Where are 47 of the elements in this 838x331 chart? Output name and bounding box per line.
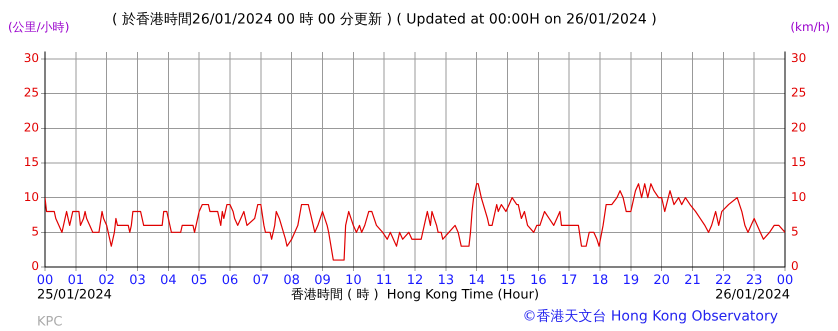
text: 26/01/2024 [715,287,790,302]
x-tick-label: 00 [36,273,54,288]
x-tick-label: 10 [345,273,362,288]
x-tick-label: 02 [98,273,115,288]
x-tick-label: 04 [160,273,177,288]
x-tick-label: 20 [653,273,670,288]
y2-tick-label: 0 [791,259,799,274]
text: KPC [37,314,62,330]
y-tick-label: 20 [24,120,39,134]
x-tick-label: 19 [622,273,640,288]
y-tick-label: 25 [24,86,39,100]
x-tick-label: 17 [560,273,578,288]
y2-tick-label: 15 [791,155,806,170]
text: ©香港天文台 Hong Kong Observatory [522,308,778,325]
x-tick-label: 06 [222,273,238,288]
x-tick-label: 22 [715,273,732,288]
x-tick-label: 23 [746,273,762,288]
x-tick-label: 14 [468,273,485,288]
y2-tick-label: 5 [791,224,799,238]
x-tick-label: 13 [438,273,454,288]
x-tick-label: 15 [499,273,516,288]
x-tick-label: 18 [592,273,608,288]
x-tick-label: 09 [314,273,331,288]
x-tick-label: 08 [283,273,300,288]
x-tick-label: 07 [252,273,270,288]
y2-tick-label: 20 [791,120,806,134]
y2-axis-title: (km/h) [790,20,830,34]
y-tick-label: 0 [31,259,39,274]
y-tick-label: 30 [24,51,39,66]
chart-title: ( 於香港時間26/01/2024 00 時 00 分更新 ) ( Updated at 00:00H on 26/01/2024 ) [112,12,657,28]
y2-tick-label: 25 [791,86,806,100]
y2-tick-label: 30 [791,51,806,66]
text: 25/01/2024 [37,287,112,302]
x-tick-label: 16 [530,273,547,288]
y-tick-label: 5 [31,224,39,238]
x-tick-label: 05 [190,273,208,288]
x-tick-label: 11 [376,273,392,288]
x-axis-title: 香港時間 ( 時 ) Hong Kong Time (Hour) [290,287,540,302]
y2-tick-label: 10 [791,190,806,204]
y-tick-label: 10 [24,190,39,204]
x-tick-label: 03 [129,273,146,288]
x-tick-label: 21 [684,273,701,288]
y-axis-title: (公里/小時) [8,20,70,34]
y-tick-label: 15 [24,155,39,170]
x-tick-label: 12 [406,273,424,288]
x-tick-label: 00 [776,273,794,288]
x-tick-label: 01 [68,273,84,288]
